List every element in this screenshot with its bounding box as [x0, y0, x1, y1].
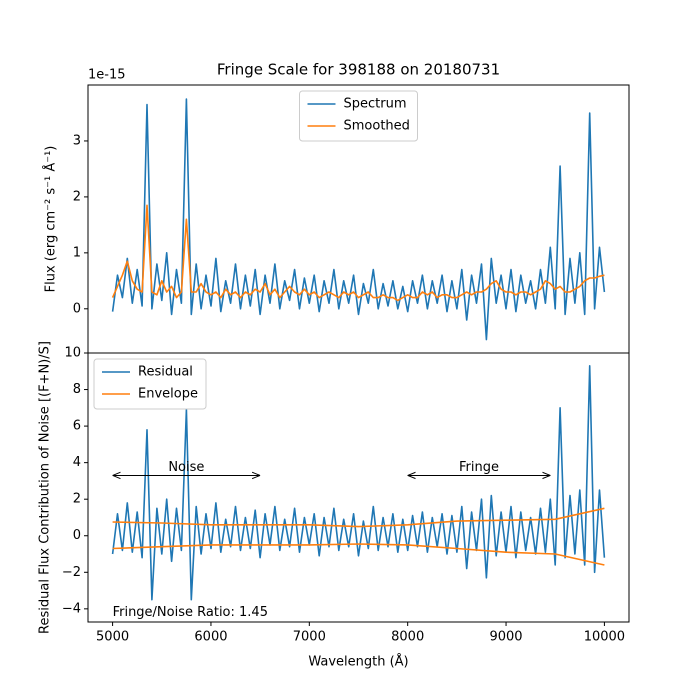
legend-label: Spectrum — [344, 97, 407, 112]
legend-label: Smoothed — [344, 119, 410, 134]
y-tick-label: 2 — [73, 189, 81, 204]
x-tick-label: 7000 — [293, 630, 326, 645]
y-tick-label: 0 — [73, 301, 81, 316]
x-tick-label: 5000 — [96, 630, 129, 645]
offset-label: 1e-15 — [88, 68, 126, 83]
x-tick-label: 8000 — [391, 630, 424, 645]
note-text: Fringe/Noise Ratio: 1.45 — [113, 605, 268, 620]
legend-label: Residual — [138, 365, 193, 380]
chart-title: Fringe Scale for 398188 on 20180731 — [217, 61, 500, 79]
legend-label: Envelope — [138, 387, 198, 402]
x-tick-label: 6000 — [194, 630, 227, 645]
y-tick-label: 0 — [73, 528, 81, 543]
data-line — [112, 507, 605, 528]
plot-area — [111, 98, 606, 341]
y-tick-label: 6 — [73, 419, 81, 434]
data-line — [111, 365, 606, 601]
y-tick-label: 2 — [73, 492, 81, 507]
annotation-text: Fringe — [459, 460, 499, 475]
y-tick-label: 10 — [64, 346, 81, 361]
y-tick-label: 3 — [73, 133, 81, 148]
data-line — [111, 204, 605, 302]
y-tick-label: 8 — [73, 382, 81, 397]
data-line — [112, 543, 605, 566]
axes-frame — [87, 352, 630, 623]
x-tick-label: 9000 — [489, 630, 522, 645]
plot-area — [111, 365, 606, 601]
y-tick-label: −4 — [62, 601, 81, 616]
y-tick-label: −2 — [62, 565, 81, 580]
annotation-text: Noise — [168, 460, 204, 475]
y-tick-label: 1 — [73, 245, 81, 260]
x-axis-label: Wavelength (Å) — [308, 654, 408, 670]
y-axis-label: Flux (erg cm⁻² s⁻¹ Å⁻¹) — [43, 146, 59, 293]
y-axis-label: Residual Flux Contribution of Noise [(F+… — [38, 341, 53, 634]
x-tick-label: 10000 — [584, 630, 625, 645]
y-tick-label: 4 — [73, 455, 81, 470]
data-line — [111, 98, 606, 341]
